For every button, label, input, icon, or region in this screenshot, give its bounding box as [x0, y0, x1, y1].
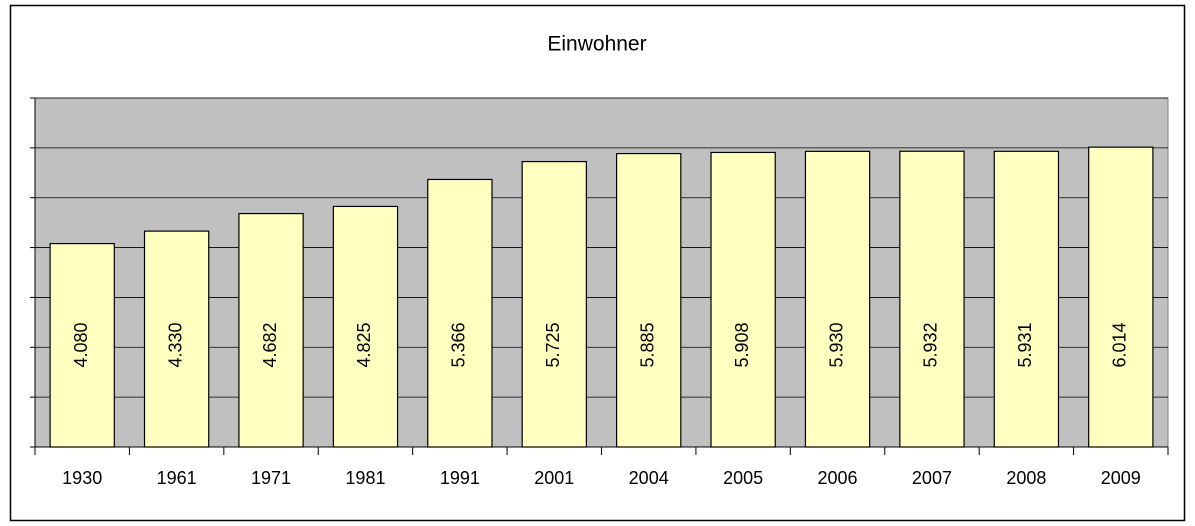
bar — [616, 152, 682, 448]
x-tick-label: 2006 — [818, 468, 858, 488]
x-tick-label: 2001 — [534, 468, 574, 488]
x-tick-label: 1930 — [62, 468, 102, 488]
value-label: 5.932 — [921, 322, 941, 367]
value-label: 5.885 — [637, 322, 657, 367]
x-tick-label: 2005 — [723, 468, 763, 488]
value-label: 4.825 — [354, 322, 374, 367]
x-tick-label: 1971 — [251, 468, 291, 488]
value-label: 5.366 — [449, 322, 469, 367]
bar — [143, 230, 210, 448]
plot-area — [34, 97, 1169, 448]
bar — [427, 178, 493, 448]
value-label: 4.330 — [165, 322, 185, 367]
bar — [521, 160, 587, 448]
x-tick-label: 1981 — [345, 468, 385, 488]
chart-title: Einwohner — [547, 33, 646, 56]
x-tick-label: 1961 — [157, 468, 197, 488]
bar — [899, 150, 965, 448]
bar — [804, 150, 871, 448]
value-label: 5.930 — [826, 322, 846, 367]
bar — [993, 150, 1060, 448]
x-tick-label: 2007 — [912, 468, 952, 488]
value-label: 5.931 — [1015, 322, 1035, 367]
value-label: 6.014 — [1110, 322, 1130, 367]
x-tick-label: 2009 — [1101, 468, 1141, 488]
x-tick-label: 1991 — [440, 468, 480, 488]
value-label: 4.080 — [71, 322, 91, 367]
bar — [1088, 146, 1154, 448]
x-tick-label: 2004 — [629, 468, 669, 488]
bar — [710, 151, 776, 448]
bar — [49, 242, 115, 448]
x-tick-label: 2008 — [1006, 468, 1046, 488]
bar — [332, 205, 399, 448]
value-label: 4.682 — [260, 322, 280, 367]
value-label: 5.908 — [732, 322, 752, 367]
value-label: 5.725 — [543, 322, 563, 367]
bar — [238, 212, 304, 448]
